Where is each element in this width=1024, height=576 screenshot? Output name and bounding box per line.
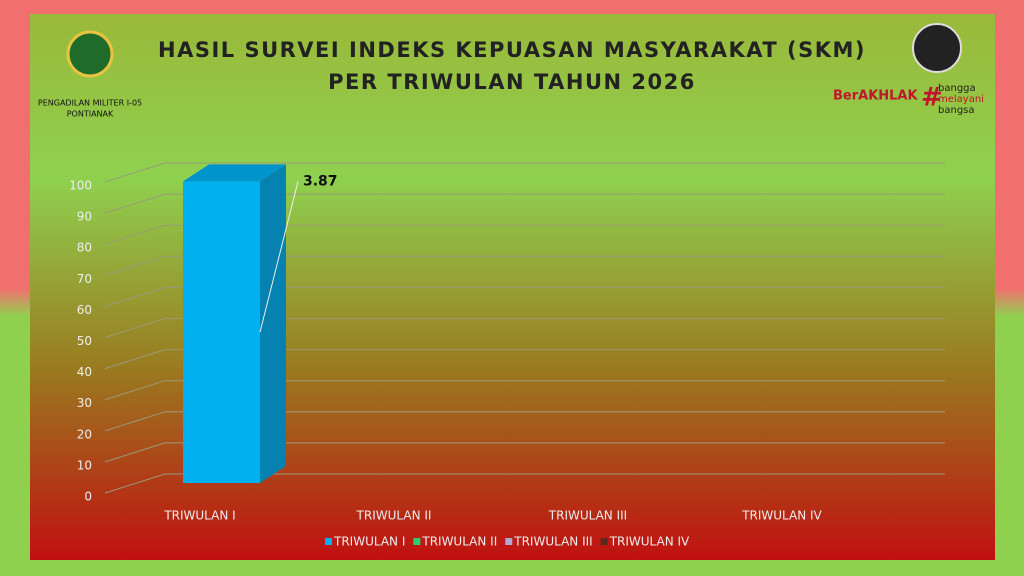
- legend-label: TRIWULAN IV: [609, 535, 690, 549]
- chart: 0 10 20 30 40 50 60 70 80 90 100 TRIWULAN I TRIWULAN…: [69, 162, 945, 549]
- grid-line: [104, 380, 166, 401]
- y-tick-label: 70: [77, 272, 92, 286]
- grid-line: [104, 286, 166, 307]
- grid-line: [104, 411, 166, 432]
- bar-side: [260, 164, 286, 483]
- seal-logo: [912, 23, 962, 73]
- y-tick-label: 50: [77, 334, 92, 348]
- grid-line: [104, 473, 166, 494]
- legend-swatch: [505, 538, 513, 545]
- grid-line: [104, 224, 166, 245]
- y-tick-label: 20: [77, 427, 92, 441]
- legend-label: TRIWULAN I: [333, 535, 405, 549]
- leader-line: [259, 181, 299, 333]
- grid-line: [104, 318, 166, 338]
- x-tick-label: TRIWULAN III: [548, 509, 627, 523]
- institution: PENGADILAN MILITER I-05: [38, 99, 142, 108]
- y-tick-label: 100: [69, 179, 92, 193]
- x-tick-label: TRIWULAN IV: [741, 509, 822, 523]
- bar: [183, 164, 286, 483]
- grid-line: [104, 162, 166, 183]
- title-line: HASIL SURVEI INDEKS KEPUASAN MASYARAKAT …: [158, 38, 866, 62]
- brand-name: BerAKHLAK: [833, 89, 918, 104]
- brand-tagline: melayani: [938, 94, 984, 105]
- y-tick-label: 30: [77, 396, 92, 410]
- data-label: 3.87: [303, 173, 338, 189]
- grid-line: [104, 255, 166, 276]
- title-line: PER TRIWULAN TAHUN 2026: [328, 70, 696, 94]
- grid-line: [104, 349, 166, 370]
- legend-swatch: [325, 538, 332, 545]
- legend-swatch: [413, 538, 421, 545]
- y-tick-label: 40: [77, 365, 92, 379]
- y-tick-label: 10: [77, 458, 92, 472]
- y-tick-label: 90: [77, 210, 92, 224]
- x-tick-label: TRIWULAN I: [163, 509, 235, 523]
- y-tick-label: 60: [77, 303, 92, 317]
- bar-top: [183, 164, 286, 182]
- legend-swatch: [600, 538, 608, 545]
- legend-label: TRIWULAN II: [421, 535, 497, 549]
- institution: PONTIANAK: [67, 110, 114, 119]
- brand-tagline: bangga: [938, 83, 976, 94]
- grid-line: [104, 193, 166, 214]
- brand-hash: #: [921, 83, 943, 113]
- brand-tagline: bangsa: [938, 105, 975, 116]
- y-tick-label: 80: [77, 241, 92, 255]
- court-logo: [66, 30, 114, 78]
- y-tick-label: 0: [84, 490, 92, 504]
- bar-front: [183, 181, 260, 483]
- legend-label: TRIWULAN III: [513, 535, 592, 549]
- grid-line: [104, 442, 166, 463]
- x-tick-label: TRIWULAN II: [356, 509, 432, 523]
